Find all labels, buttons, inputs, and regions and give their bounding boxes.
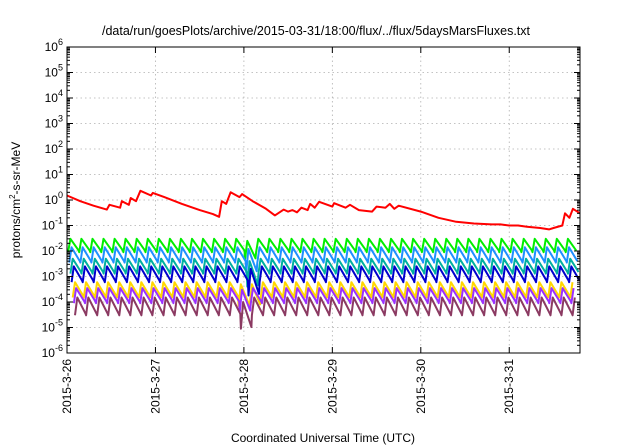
x-tick-labels: 2015-3-26 2015-3-27 2015-3-28 2015-3-29 2015…	[60, 359, 516, 414]
y-tick-label: 106	[45, 37, 63, 54]
y-tick-label-exponent: -5	[55, 318, 63, 328]
y-tick-label-base: 10	[45, 91, 59, 105]
y-axis-label: protons/cm2-s-sr-MeV	[8, 142, 23, 258]
y-tick-label-exponent: 3	[58, 114, 63, 124]
y-tick-label-base: 10	[45, 66, 59, 80]
x-axis-label: Coordinated Universal Time (UTC)	[231, 431, 415, 445]
y-tick-label: 102	[45, 139, 63, 156]
y-tick-label-base: 10	[42, 295, 56, 309]
y-axis-label-superscript: 2	[8, 194, 17, 199]
y-tick-label: 10-2	[42, 241, 63, 258]
y-tick-label-base: 10	[45, 40, 59, 54]
x-tick-label: 2015-3-28	[237, 359, 251, 414]
y-tick-label: 104	[45, 88, 63, 105]
y-axis-label-base: protons/cm	[9, 199, 23, 258]
series-line	[72, 287, 575, 314]
y-tick-label-exponent: 2	[58, 139, 63, 149]
y-tick-label-exponent: 0	[58, 190, 63, 200]
y-tick-label-base: 10	[45, 117, 59, 131]
y-tick-label-exponent: 1	[58, 165, 63, 175]
y-tick-label: 10-1	[42, 216, 63, 233]
x-tick-label: 2015-3-29	[325, 359, 339, 414]
series-line	[68, 246, 579, 274]
series-line	[71, 281, 574, 307]
y-tick-label-exponent: -2	[55, 241, 63, 251]
y-tick-label-exponent: -1	[55, 216, 63, 226]
series-line	[66, 189, 581, 231]
x-tick-label: 2015-3-26	[60, 359, 74, 414]
y-tick-label: 101	[45, 165, 63, 182]
y-tick-label-base: 10	[42, 321, 56, 335]
y-tick-label: 100	[45, 190, 63, 207]
y-tick-label: 10-6	[42, 343, 63, 360]
y-tick-label-exponent: 5	[58, 63, 63, 73]
series-line	[69, 257, 580, 288]
y-tick-label-base: 10	[42, 219, 56, 233]
y-tick-label-exponent: 4	[58, 88, 63, 98]
y-tick-label-base: 10	[42, 270, 56, 284]
chart-title: /data/run/goesPlots/archive/2015-03-31/1…	[102, 24, 531, 38]
y-tick-labels: 10-610-510-410-310-210-11001011021031041…	[42, 37, 63, 360]
y-tick-label-base: 10	[42, 244, 56, 258]
x-tick-label: 2015-3-27	[148, 359, 162, 414]
y-tick-label-exponent: -3	[55, 267, 63, 277]
series-group	[66, 189, 581, 330]
y-tick-label-base: 10	[45, 142, 59, 156]
y-tick-label: 10-4	[42, 292, 63, 309]
series-line	[67, 237, 578, 261]
y-tick-label-exponent: 6	[58, 37, 63, 47]
grid	[67, 47, 580, 353]
y-tick-label: 103	[45, 114, 63, 131]
y-axis-label-rest: -s-sr-MeV	[9, 142, 23, 195]
y-tick-label: 10-3	[42, 267, 63, 284]
y-tick-label-base: 10	[45, 193, 59, 207]
y-tick-label: 105	[45, 63, 63, 80]
series-line	[74, 296, 576, 330]
tick-marks	[66, 46, 580, 354]
y-tick-label-base: 10	[45, 168, 59, 182]
series-line	[70, 265, 581, 297]
y-tick-label-exponent: -6	[55, 343, 63, 353]
y-tick-label-base: 10	[42, 346, 56, 360]
x-tick-label: 2015-3-31	[502, 359, 516, 414]
x-tick-label: 2015-3-30	[414, 359, 428, 414]
y-tick-label: 10-5	[42, 318, 63, 335]
y-tick-label-exponent: -4	[55, 292, 63, 302]
